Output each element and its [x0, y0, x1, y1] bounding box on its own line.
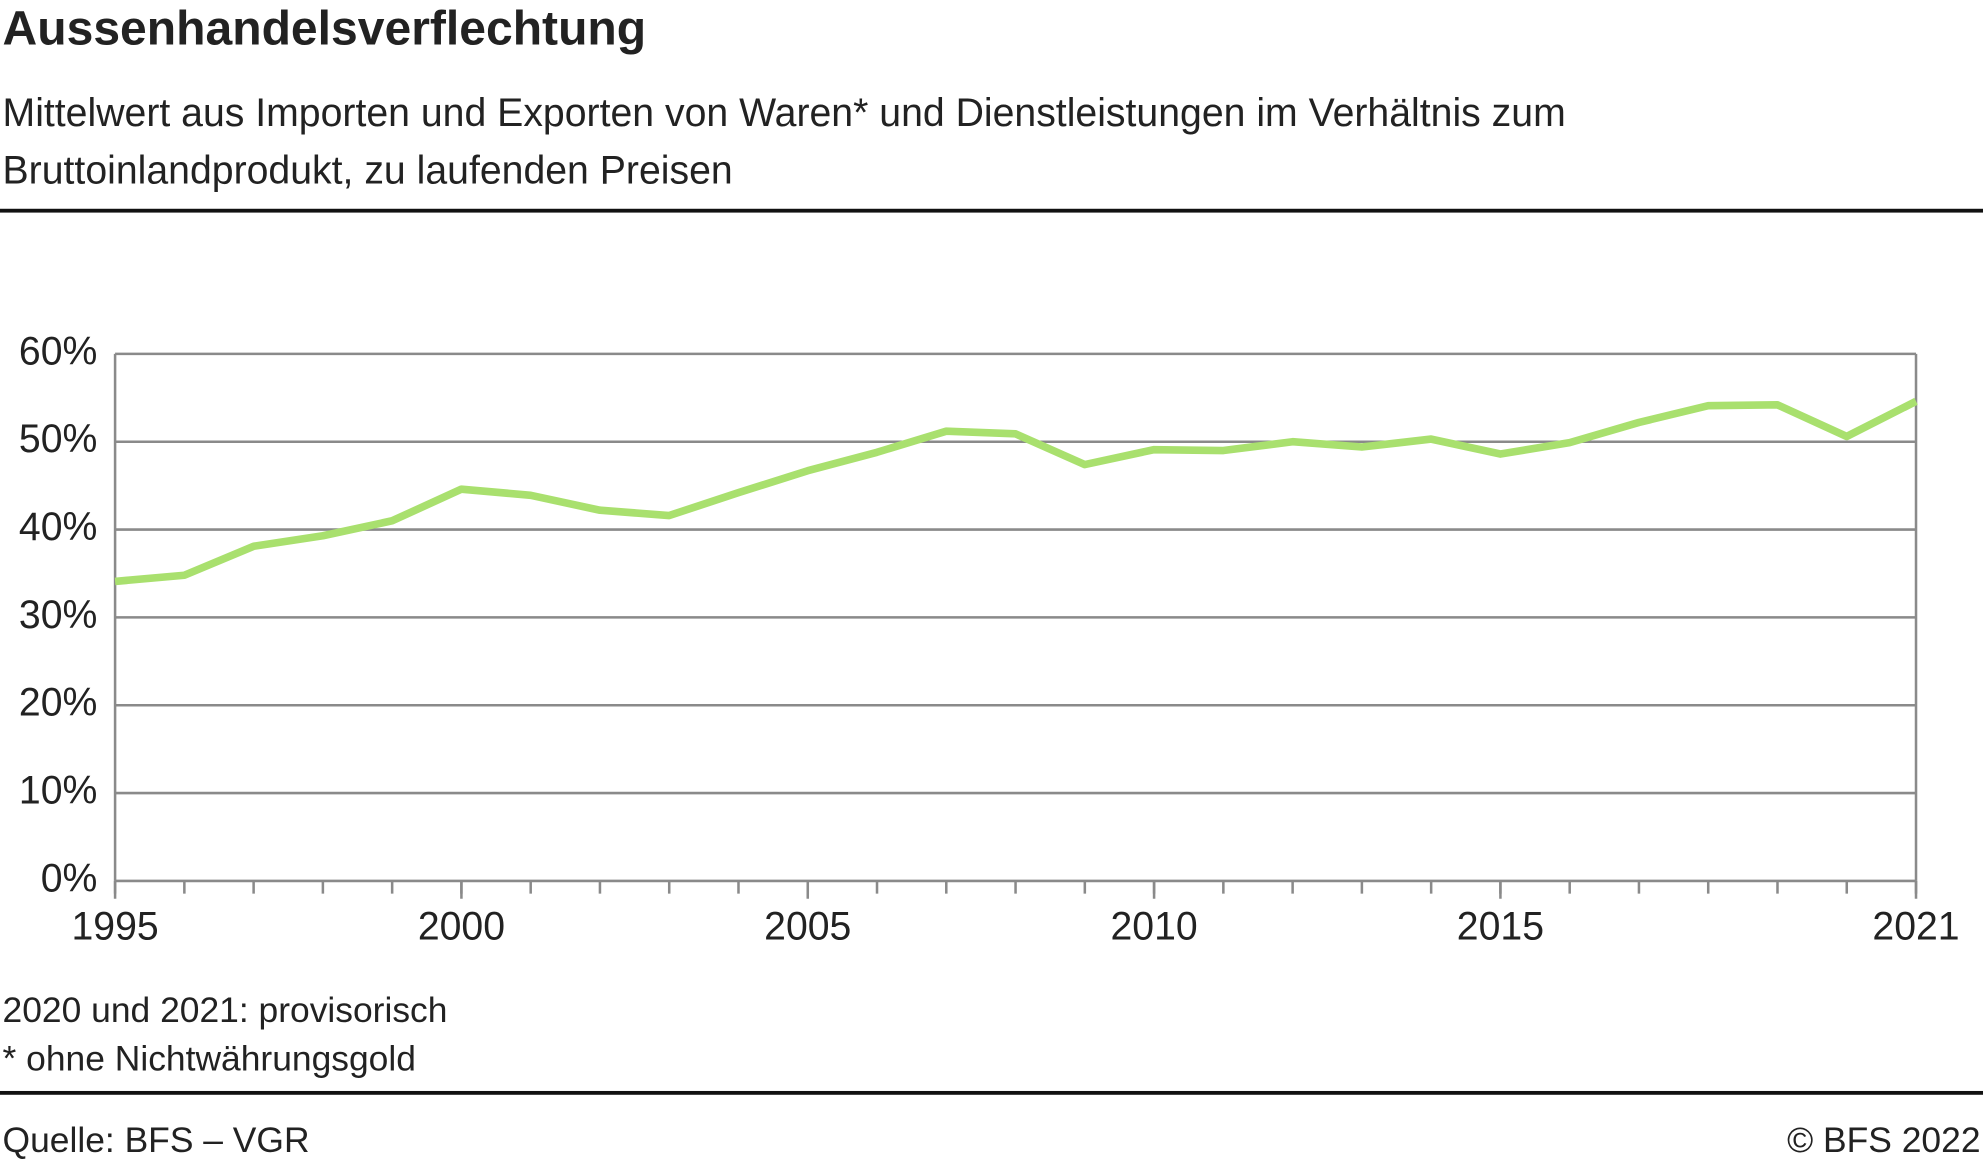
chart: 0% 10% 20% 30% 40% 50% 60% 1995 2000 2005 2010 2015…	[19, 329, 1960, 949]
y-tick-label: 20%	[19, 681, 97, 725]
y-tick-label: 30%	[19, 593, 97, 637]
data-line	[114, 397, 1918, 586]
y-tick-label: 50%	[19, 417, 97, 461]
chart-subtitle: Mittelwert aus Importen und Exporten von…	[2, 90, 1566, 193]
note: * ohne Nichtwährungsgold	[2, 1038, 416, 1079]
x-tick-label: 2021	[1872, 905, 1959, 949]
copyright: © BFS 2022	[1787, 1120, 1981, 1160]
rule	[0, 208, 1983, 213]
y-tick-label: 0%	[41, 856, 98, 900]
note: 2020 und 2021: provisorisch	[2, 990, 448, 1030]
x-tick-label: 2000	[418, 905, 505, 949]
rule	[0, 1090, 1983, 1095]
chart-title: Aussenhandelsverflechtung	[2, 2, 647, 57]
source: Quelle: BFS – VGR	[2, 1120, 310, 1160]
y-tick-label: 10%	[19, 768, 97, 812]
x-tick-label: 2015	[1457, 905, 1544, 949]
x-tick-label: 1995	[71, 905, 158, 949]
x-tick-label: 2005	[764, 905, 851, 949]
y-tick-label: 40%	[19, 505, 97, 549]
y-tick-label: 60%	[19, 329, 97, 373]
x-tick-label: 2010	[1110, 905, 1197, 949]
